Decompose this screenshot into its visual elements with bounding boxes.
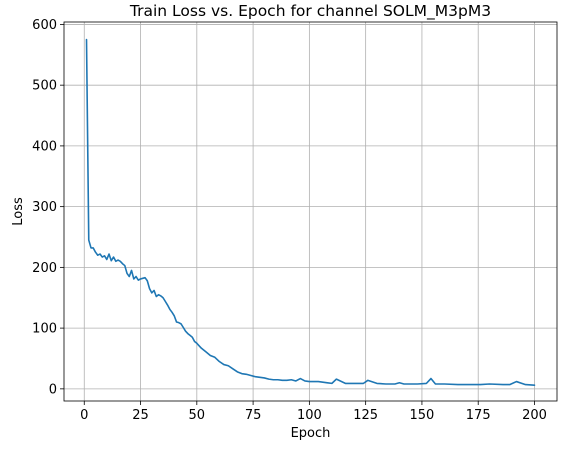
x-tick-label: 100 [297, 408, 322, 423]
x-tick-label: 200 [522, 408, 547, 423]
grid [64, 22, 557, 401]
x-tick-label: 150 [410, 408, 435, 423]
x-axis-ticks: 0 25 50 75 100 125 150 175 200 [80, 401, 547, 423]
loss-line [85, 38, 536, 387]
y-tick-label: 400 [32, 139, 57, 154]
chart-title: Train Loss vs. Epoch for channel SOLM_M3… [129, 2, 491, 21]
x-tick-label: 0 [80, 408, 88, 423]
y-tick-label: 500 [32, 79, 57, 94]
y-axis-ticks: 0 100 200 300 400 500 600 [32, 18, 64, 397]
x-tick-label: 25 [132, 408, 149, 423]
y-tick-label: 100 [32, 322, 57, 337]
y-tick-label: 600 [32, 18, 57, 33]
x-tick-label: 50 [189, 408, 206, 423]
y-tick-label: 300 [32, 200, 57, 215]
y-axis-label: Loss [11, 197, 26, 226]
x-tick-label: 75 [245, 408, 262, 423]
y-tick-label: 200 [32, 261, 57, 276]
plot-frame [63, 21, 558, 402]
y-tick-label: 0 [49, 382, 57, 397]
series-layer [85, 38, 536, 387]
x-axis-label: Epoch [291, 426, 331, 441]
x-tick-label: 175 [466, 408, 491, 423]
x-tick-label: 125 [353, 408, 378, 423]
